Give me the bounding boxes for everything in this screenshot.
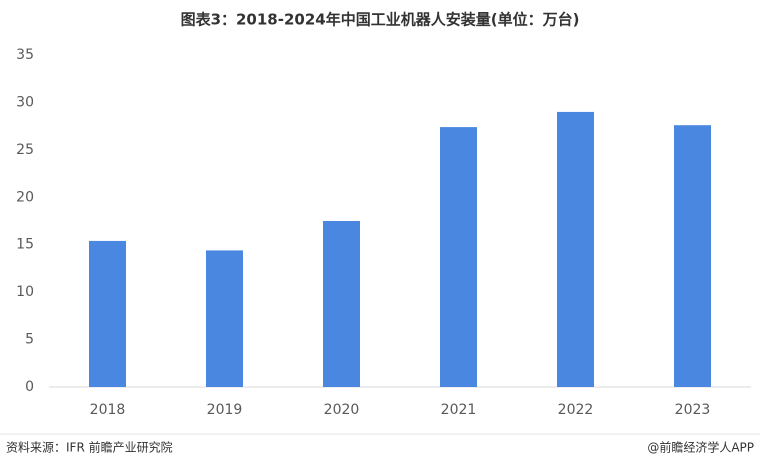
y-tick-label: 25 (16, 142, 34, 158)
source-note: 资料来源：IFR 前瞻产业研究院 (6, 440, 173, 455)
chart-title: 图表3：2018-2024年中国工业机器人安装量(单位：万台) (181, 11, 580, 29)
credit: @前瞻经济学人APP (647, 440, 754, 455)
bar (206, 250, 243, 387)
y-tick-label: 10 (16, 284, 34, 300)
x-tick-label: 2023 (675, 402, 711, 418)
bar (323, 221, 360, 387)
y-tick-label: 30 (16, 94, 34, 110)
x-tick-label: 2019 (207, 402, 243, 418)
y-tick-label: 0 (25, 379, 34, 395)
x-tick-label: 2020 (324, 402, 360, 418)
x-tick-label: 2018 (90, 402, 126, 418)
x-tick-label: 2022 (558, 402, 594, 418)
bar (557, 111, 594, 388)
y-tick-label: 35 (16, 47, 34, 63)
y-tick-label: 20 (16, 189, 34, 205)
bar (674, 125, 711, 388)
bar (89, 240, 126, 387)
bar (440, 127, 477, 387)
y-tick-label: 5 (25, 332, 34, 348)
y-tick-label: 15 (16, 237, 34, 253)
x-tick-label: 2021 (441, 402, 477, 418)
